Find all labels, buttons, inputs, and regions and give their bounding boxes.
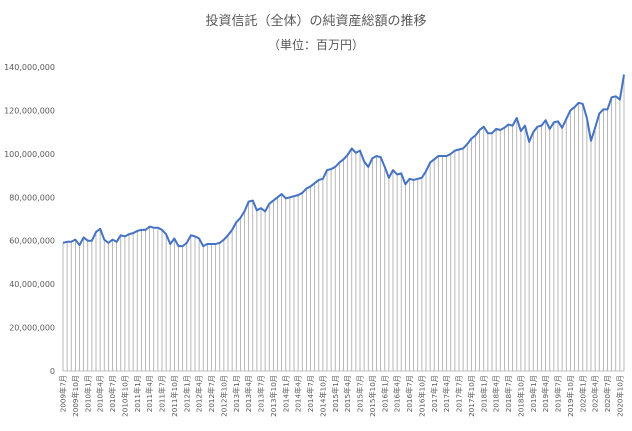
y-tick-label: 40,000,000 [9, 280, 55, 289]
chart-subtitle: （単位：百万円） [267, 38, 364, 52]
x-axis-ticks: 2009年7月 2009年10月 2010年1月 2010年4月 2010年7月 2010… [59, 375, 625, 417]
x-tick-label: 2015年10月 [368, 375, 377, 417]
x-tick-label: 2020年4月 [591, 375, 600, 412]
x-tick-label: 2016年7月 [405, 375, 414, 412]
y-tick-label: 120,000,000 [4, 106, 55, 115]
x-tick-label: 2013年1月 [232, 375, 241, 412]
x-tick-label: 2014年10月 [318, 375, 327, 417]
series-line [62, 74, 625, 248]
y-tick-label: 140,000,000 [4, 63, 55, 72]
x-tick-label: 2016年1月 [380, 375, 389, 412]
x-tick-label: 2012年4月 [195, 375, 204, 412]
y-axis-ticks: 0 20,000,000 40,000,000 60,000,000 80,000,00… [4, 63, 55, 376]
y-tick-label: 0 [50, 367, 55, 376]
x-tick-label: 2019年7月 [554, 375, 563, 412]
y-tick-label: 20,000,000 [9, 324, 55, 333]
x-tick-label: 2014年7月 [306, 375, 315, 412]
x-tick-label: 2010年10月 [120, 375, 129, 417]
x-tick-label: 2011年4月 [145, 375, 154, 412]
x-tick-label: 2011年10月 [170, 375, 179, 417]
y-tick-label: 60,000,000 [9, 237, 55, 246]
x-tick-label: 2015年1月 [331, 375, 340, 412]
x-tick-label: 2014年1月 [281, 375, 290, 412]
x-tick-label: 2018年4月 [492, 375, 501, 412]
x-tick-label: 2012年1月 [182, 375, 191, 412]
x-tick-label: 2020年1月 [578, 375, 587, 412]
y-tick-label: 100,000,000 [4, 150, 55, 159]
x-tick-label: 2018年1月 [479, 375, 488, 412]
x-tick-label: 2019年4月 [541, 375, 550, 412]
x-tick-label: 2020年10月 [615, 375, 624, 417]
x-tick-label: 2013年4月 [244, 375, 253, 412]
x-tick-label: 2015年7月 [356, 375, 365, 412]
x-tick-label: 2019年10月 [566, 375, 575, 417]
x-tick-label: 2010年4月 [96, 375, 105, 412]
x-tick-label: 2009年10月 [71, 375, 80, 417]
x-tick-label: 2011年1月 [133, 375, 142, 412]
x-tick-label: 2018年10月 [516, 375, 525, 417]
x-tick-label: 2016年4月 [393, 375, 402, 412]
x-tick-label: 2015年4月 [343, 375, 352, 412]
x-tick-label: 2017年1月 [430, 375, 439, 412]
x-tick-label: 2011年7月 [158, 375, 167, 412]
x-tick-label: 2017年7月 [455, 375, 464, 412]
x-tick-label: 2010年1月 [83, 375, 92, 412]
x-tick-label: 2012年10月 [219, 375, 228, 417]
x-tick-label: 2014年4月 [294, 375, 303, 412]
y-tick-label: 80,000,000 [9, 193, 55, 202]
x-tick-label: 2010年7月 [108, 375, 117, 412]
x-tick-label: 2017年4月 [442, 375, 451, 412]
x-tick-label: 2016年10月 [417, 375, 426, 417]
x-tick-label: 2013年10月 [269, 375, 278, 417]
x-tick-label: 2020年7月 [603, 375, 612, 412]
area-fill-bars [62, 74, 625, 371]
x-tick-label: 2017年10月 [467, 375, 476, 417]
x-tick-label: 2018年7月 [504, 375, 513, 412]
x-tick-label: 2012年7月 [207, 375, 216, 412]
chart-title: 投資信託（全体）の純資産総額の推移 [205, 14, 427, 29]
x-tick-label: 2019年1月 [529, 375, 538, 412]
x-tick-label: 2013年7月 [257, 375, 266, 412]
x-tick-label: 2009年7月 [59, 375, 68, 412]
